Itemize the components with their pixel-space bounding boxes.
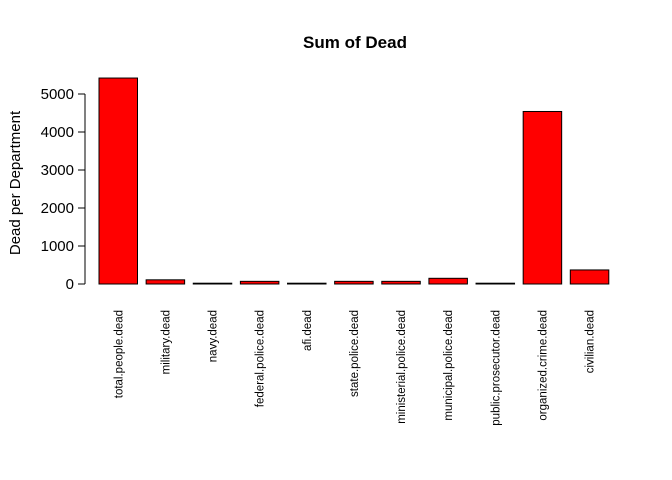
y-axis-ticks: 0 1000 2000 3000 4000 5000 [41,86,85,293]
x-category-label: organized.crime.dead [537,310,549,421]
bar-ministerial-police-dead [381,280,421,285]
y-tick-label: 1000 [41,238,74,255]
x-category-label: afi.dead [302,310,314,351]
y-tick-label: 5000 [41,86,74,103]
x-axis-category-labels: total.people.dead military.dead navy.dead f… [113,310,596,426]
y-tick-label: 4000 [41,124,74,141]
x-category-label: civilian.dead [585,310,597,373]
bars-group [98,77,610,285]
bar-federal-police-dead [239,280,280,285]
y-tick-label: 3000 [41,162,74,179]
x-category-label: state.police.dead [349,310,361,397]
bar-navy-dead [192,282,233,285]
bar-total-people-dead [98,77,138,285]
bar-municipal-police-dead [428,277,468,285]
y-tick-label: 0 [66,276,74,293]
x-category-label: military.dead [160,310,172,374]
x-category-label: ministerial.police.dead [396,310,408,424]
x-category-label: federal.police.dead [255,310,267,407]
bar-afi-dead [287,282,327,285]
bar-military-dead [145,279,186,285]
y-axis-title: Dead per Department [7,110,24,255]
bar-public-prosecutor-dead [475,282,516,285]
bar-state-police-dead [334,280,374,285]
chart-title: Sum of Dead [303,33,407,52]
x-category-label: public.prosecutor.dead [490,310,502,426]
bar-organized-crime-dead [522,110,563,285]
x-category-label: total.people.dead [113,310,125,398]
bar-civilian-dead [569,269,610,285]
y-tick-label: 2000 [41,200,74,217]
x-category-label: municipal.police.dead [443,310,455,421]
x-category-label: navy.dead [208,310,220,362]
